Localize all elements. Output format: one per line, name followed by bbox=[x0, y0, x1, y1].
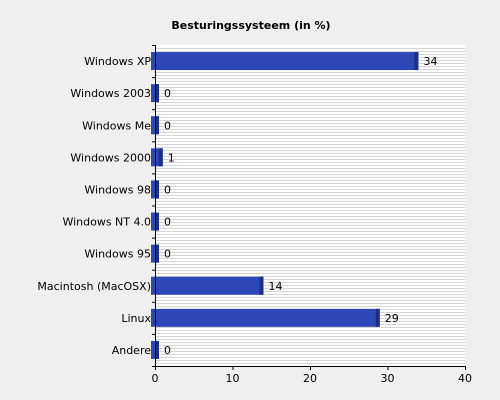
bar-shadow bbox=[155, 116, 159, 135]
category-label: Windows XP bbox=[84, 55, 151, 68]
category-label: Macintosh (MacOSX) bbox=[37, 280, 151, 293]
value-label: 1 bbox=[168, 151, 175, 164]
bar-shadow bbox=[155, 244, 159, 263]
category-label: Windows 98 bbox=[84, 183, 151, 196]
bar-shadow bbox=[155, 84, 159, 103]
category-label: Windows 2003 bbox=[70, 87, 151, 100]
bar-shadow bbox=[259, 276, 264, 295]
grid-lines bbox=[155, 48, 465, 364]
x-tick-label: 0 bbox=[152, 372, 159, 385]
category-label: Windows Me bbox=[82, 119, 151, 132]
value-label: 14 bbox=[269, 280, 283, 293]
category-label: Windows 2000 bbox=[70, 151, 151, 164]
bar-shadow bbox=[158, 148, 163, 167]
chart-title: Besturingssysteem (in %) bbox=[171, 19, 330, 32]
x-tick-label: 10 bbox=[226, 372, 240, 385]
value-label: 0 bbox=[164, 183, 171, 196]
category-label: Linux bbox=[121, 312, 151, 325]
bar-shadow bbox=[155, 180, 159, 199]
bar bbox=[151, 52, 419, 71]
x-tick-label: 40 bbox=[458, 372, 472, 385]
value-label: 0 bbox=[164, 119, 171, 132]
value-label: 0 bbox=[164, 216, 171, 229]
category-label: Windows NT 4.0 bbox=[62, 216, 151, 229]
category-label: Andere bbox=[112, 344, 152, 357]
category-label: Windows 95 bbox=[84, 248, 151, 261]
x-tick-label: 30 bbox=[381, 372, 395, 385]
axes bbox=[152, 45, 466, 370]
bar-shadow bbox=[414, 52, 419, 71]
bar-shadow bbox=[155, 340, 159, 359]
value-label: 0 bbox=[164, 87, 171, 100]
value-label: 34 bbox=[424, 55, 438, 68]
value-label: 29 bbox=[385, 312, 399, 325]
value-label: 0 bbox=[164, 248, 171, 261]
bar bbox=[151, 148, 163, 167]
bar-shadow bbox=[375, 308, 380, 327]
bar bbox=[151, 308, 380, 327]
labels: Windows XP 34 Windows 2003 0 Windows Me 0 Wind… bbox=[37, 55, 472, 385]
x-tick-label: 20 bbox=[303, 372, 317, 385]
bar-shadow bbox=[155, 212, 159, 231]
bar bbox=[151, 276, 264, 295]
value-label: 0 bbox=[164, 344, 171, 357]
